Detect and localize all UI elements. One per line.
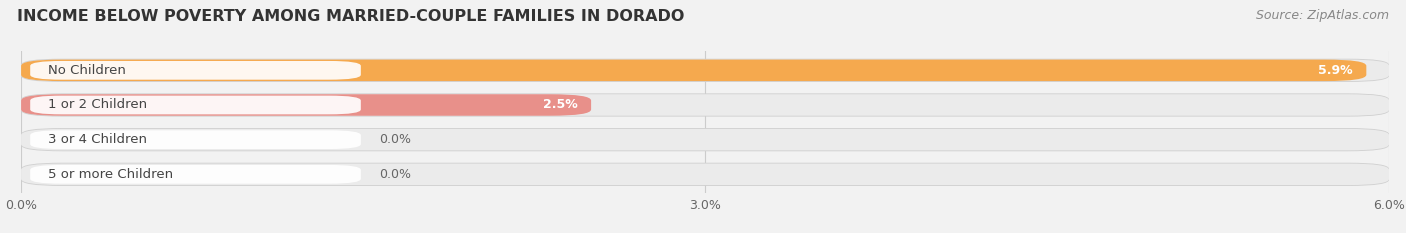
Text: 5.9%: 5.9%	[1317, 64, 1353, 77]
FancyBboxPatch shape	[21, 94, 1389, 116]
Text: 2.5%: 2.5%	[543, 99, 578, 112]
Text: 5 or more Children: 5 or more Children	[48, 168, 173, 181]
FancyBboxPatch shape	[21, 59, 1389, 82]
FancyBboxPatch shape	[21, 60, 1389, 81]
FancyBboxPatch shape	[21, 164, 1389, 185]
FancyBboxPatch shape	[30, 61, 361, 80]
FancyBboxPatch shape	[21, 94, 591, 116]
FancyBboxPatch shape	[30, 165, 361, 184]
FancyBboxPatch shape	[21, 128, 1389, 151]
FancyBboxPatch shape	[21, 129, 1389, 151]
FancyBboxPatch shape	[30, 96, 361, 114]
FancyBboxPatch shape	[30, 130, 361, 149]
FancyBboxPatch shape	[21, 93, 1389, 116]
Text: Source: ZipAtlas.com: Source: ZipAtlas.com	[1256, 9, 1389, 22]
FancyBboxPatch shape	[21, 60, 1367, 81]
Text: No Children: No Children	[48, 64, 127, 77]
Text: 1 or 2 Children: 1 or 2 Children	[48, 99, 148, 112]
Text: INCOME BELOW POVERTY AMONG MARRIED-COUPLE FAMILIES IN DORADO: INCOME BELOW POVERTY AMONG MARRIED-COUPL…	[17, 9, 685, 24]
Text: 3 or 4 Children: 3 or 4 Children	[48, 133, 148, 146]
FancyBboxPatch shape	[21, 163, 1389, 186]
Text: 0.0%: 0.0%	[380, 168, 411, 181]
Text: 0.0%: 0.0%	[380, 133, 411, 146]
